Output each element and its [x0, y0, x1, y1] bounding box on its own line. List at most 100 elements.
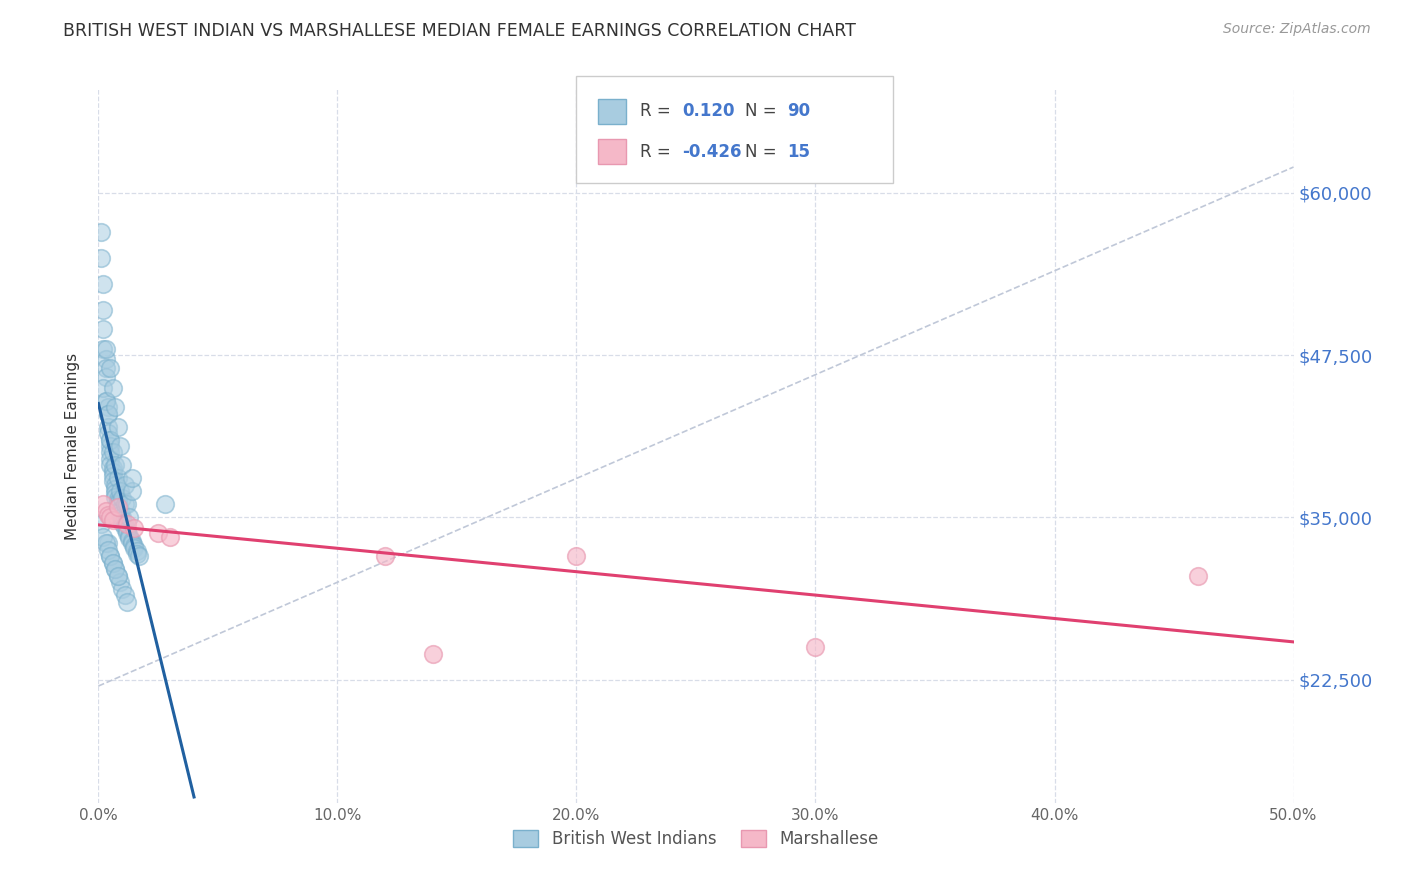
Point [91, 497, 114, 511]
Point [115, 525, 138, 540]
Point [91, 381, 114, 395]
Point [104, 490, 127, 504]
Point [107, 497, 129, 511]
Point [124, 521, 146, 535]
Point [98, 439, 122, 453]
Point [91, 277, 114, 291]
Text: N =: N = [745, 143, 782, 161]
Point [101, 465, 124, 479]
Point [101, 461, 124, 475]
Point [107, 492, 129, 507]
Text: Source: ZipAtlas.com: Source: ZipAtlas.com [1223, 22, 1371, 37]
Point [97, 407, 120, 421]
Point [115, 516, 138, 531]
Point [125, 547, 148, 561]
Point [97, 425, 120, 440]
Point [159, 530, 181, 544]
Point [94, 504, 117, 518]
Point [804, 640, 827, 654]
Point [121, 536, 143, 550]
Point [98, 549, 122, 564]
Point [118, 510, 141, 524]
Point [111, 582, 134, 596]
Point [97, 542, 120, 557]
Point [101, 445, 124, 459]
Point [114, 478, 136, 492]
Text: 90: 90 [787, 103, 810, 120]
Point [97, 400, 120, 414]
Point [114, 518, 136, 533]
Point [107, 500, 129, 514]
Point [111, 458, 134, 473]
Point [91, 342, 114, 356]
Point [98, 458, 122, 473]
Point [104, 485, 127, 500]
Point [108, 502, 131, 516]
Point [90, 516, 112, 531]
Point [118, 528, 141, 542]
Text: BRITISH WEST INDIAN VS MARSHALLESE MEDIAN FEMALE EARNINGS CORRELATION CHART: BRITISH WEST INDIAN VS MARSHALLESE MEDIA… [63, 22, 856, 40]
Point [104, 400, 127, 414]
Point [94, 370, 117, 384]
Point [111, 510, 134, 524]
Text: 15: 15 [787, 143, 810, 161]
Point [90, 251, 112, 265]
Point [101, 474, 124, 488]
Point [124, 541, 146, 556]
Point [98, 445, 122, 459]
Point [98, 433, 122, 447]
Y-axis label: Median Female Earnings: Median Female Earnings [65, 352, 80, 540]
Point [97, 508, 120, 522]
Point [124, 539, 146, 553]
Point [101, 513, 124, 527]
Point [98, 549, 122, 564]
Point [101, 556, 124, 570]
Point [115, 497, 138, 511]
Text: -0.426: -0.426 [682, 143, 741, 161]
Point [104, 562, 127, 576]
Point [107, 495, 129, 509]
Point [107, 471, 129, 485]
Point [97, 419, 120, 434]
Point [94, 393, 117, 408]
Point [114, 521, 136, 535]
Point [115, 524, 138, 538]
Point [101, 556, 124, 570]
Point [374, 549, 396, 564]
Point [1187, 568, 1209, 582]
Point [115, 595, 138, 609]
Point [104, 478, 127, 492]
Legend: British West Indians, Marshallese: British West Indians, Marshallese [506, 823, 886, 855]
Point [108, 505, 131, 519]
Point [98, 510, 122, 524]
Point [94, 393, 117, 408]
Point [108, 439, 131, 453]
Point [107, 500, 129, 514]
Point [148, 525, 170, 540]
Point [94, 352, 117, 367]
Point [91, 530, 114, 544]
Point [121, 484, 143, 499]
Point [118, 531, 141, 545]
Point [94, 361, 117, 376]
Point [121, 533, 143, 548]
Point [90, 225, 112, 239]
Point [565, 549, 588, 564]
Point [111, 516, 134, 530]
Point [155, 497, 177, 511]
Point [107, 568, 129, 582]
Point [91, 322, 114, 336]
Point [111, 491, 134, 505]
Point [94, 536, 117, 550]
Point [107, 568, 129, 582]
Point [101, 468, 124, 483]
Point [104, 562, 127, 576]
Text: 0.120: 0.120 [682, 103, 734, 120]
Point [97, 407, 120, 421]
Text: N =: N = [745, 103, 782, 120]
Point [101, 381, 124, 395]
Point [121, 471, 143, 485]
Point [107, 419, 129, 434]
Point [98, 361, 122, 376]
Point [108, 575, 131, 590]
